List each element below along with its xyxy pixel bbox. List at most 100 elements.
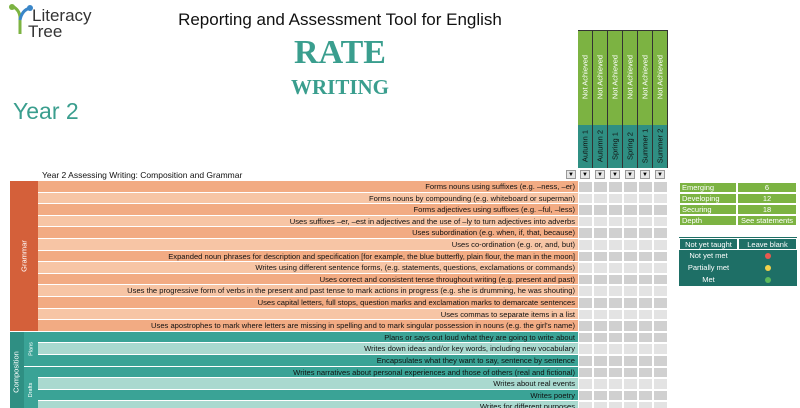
grid-cell[interactable] [623,273,638,286]
grid-cell[interactable] [638,308,653,321]
grid-cell[interactable] [623,192,638,205]
grid-cell[interactable] [638,285,653,297]
grid-cell[interactable] [638,181,653,193]
grid-cell[interactable] [608,285,623,297]
grid-cell[interactable] [623,239,638,251]
grid-cell[interactable] [608,343,623,355]
grid-cell[interactable] [578,331,593,344]
grid-cell[interactable] [653,239,668,251]
grid-cell[interactable] [608,366,623,379]
grid-cell[interactable] [638,250,653,263]
grid-cell[interactable] [608,308,623,321]
grid-cell[interactable] [578,297,593,309]
grid-cell[interactable] [593,262,608,274]
grid-cell[interactable] [638,273,653,286]
grid-cell[interactable] [578,273,593,286]
grid-cell[interactable] [578,192,593,205]
grid-cell[interactable] [623,227,638,239]
dropdown[interactable]: ▼ [655,170,665,179]
grid-cell[interactable] [608,320,623,332]
grid-cell[interactable] [623,343,638,355]
grid-cell[interactable] [653,389,668,402]
grid-cell[interactable] [623,262,638,274]
grid-cell[interactable] [623,215,638,228]
grid-cell[interactable] [593,343,608,355]
grid-cell[interactable] [653,285,668,297]
grid-cell[interactable] [653,378,668,390]
dropdown[interactable]: ▼ [580,170,590,179]
grid-cell[interactable] [578,215,593,228]
grid-cell[interactable] [653,308,668,321]
grid-cell[interactable] [623,320,638,332]
grid-cell[interactable] [653,343,668,355]
grid-cell[interactable] [653,273,668,286]
grid-cell[interactable] [608,239,623,251]
grid-cell[interactable] [593,331,608,344]
grid-cell[interactable] [653,320,668,332]
dropdown[interactable]: ▼ [566,170,576,179]
grid-cell[interactable] [578,308,593,321]
grid-cell[interactable] [623,331,638,344]
grid-cell[interactable] [623,285,638,297]
grid-cell[interactable] [608,262,623,274]
grid-cell[interactable] [623,401,638,408]
grid-cell[interactable] [608,273,623,286]
grid-cell[interactable] [608,378,623,390]
grid-cell[interactable] [623,250,638,263]
grid-cell[interactable] [593,215,608,228]
grid-cell[interactable] [623,181,638,193]
grid-cell[interactable] [653,366,668,379]
grid-cell[interactable] [593,239,608,251]
grid-cell[interactable] [608,331,623,344]
grid-cell[interactable] [608,204,623,216]
grid-cell[interactable] [578,262,593,274]
grid-cell[interactable] [593,227,608,239]
grid-cell[interactable] [593,308,608,321]
grid-cell[interactable] [623,204,638,216]
grid-cell[interactable] [578,389,593,402]
grid-cell[interactable] [593,366,608,379]
grid-cell[interactable] [638,215,653,228]
grid-cell[interactable] [578,320,593,332]
grid-cell[interactable] [653,401,668,408]
grid-cell[interactable] [578,401,593,408]
grid-cell[interactable] [593,401,608,408]
grid-cell[interactable] [638,343,653,355]
grid-cell[interactable] [593,250,608,263]
dropdown[interactable]: ▼ [640,170,650,179]
grid-cell[interactable] [653,215,668,228]
dropdown[interactable]: ▼ [595,170,605,179]
grid-cell[interactable] [578,343,593,355]
grid-cell[interactable] [653,297,668,309]
grid-cell[interactable] [623,389,638,402]
grid-cell[interactable] [638,262,653,274]
grid-cell[interactable] [578,239,593,251]
dropdown[interactable]: ▼ [610,170,620,179]
grid-cell[interactable] [593,320,608,332]
grid-cell[interactable] [638,378,653,390]
grid-cell[interactable] [638,239,653,251]
grid-cell[interactable] [593,285,608,297]
grid-cell[interactable] [653,227,668,239]
grid-cell[interactable] [593,192,608,205]
grid-cell[interactable] [593,181,608,193]
grid-cell[interactable] [578,355,593,367]
grid-cell[interactable] [608,355,623,367]
dropdown[interactable]: ▼ [625,170,635,179]
grid-cell[interactable] [653,331,668,344]
grid-cell[interactable] [578,181,593,193]
grid-cell[interactable] [578,250,593,263]
grid-cell[interactable] [578,366,593,379]
grid-cell[interactable] [593,204,608,216]
grid-cell[interactable] [638,320,653,332]
grid-cell[interactable] [608,401,623,408]
grid-cell[interactable] [638,366,653,379]
grid-cell[interactable] [608,192,623,205]
grid-cell[interactable] [653,204,668,216]
grid-cell[interactable] [653,192,668,205]
grid-cell[interactable] [653,181,668,193]
grid-cell[interactable] [608,297,623,309]
grid-cell[interactable] [593,273,608,286]
grid-cell[interactable] [578,378,593,390]
grid-cell[interactable] [623,355,638,367]
